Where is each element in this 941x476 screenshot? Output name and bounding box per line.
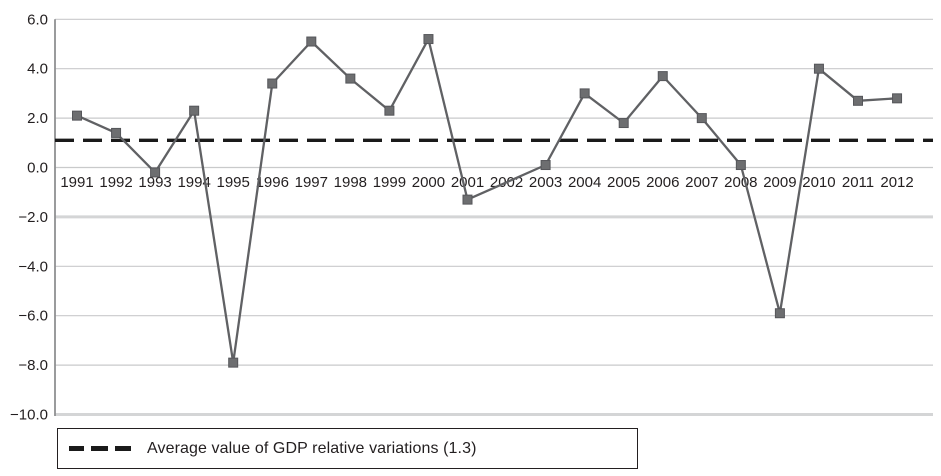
- data-point-marker: [423, 34, 434, 45]
- x-axis-year-label: 2010: [802, 174, 835, 191]
- y-axis-tick-label: −2.0: [18, 209, 48, 226]
- x-axis-year-label: 1993: [138, 174, 171, 191]
- data-point-marker: [735, 160, 746, 171]
- x-axis-year-label: 2006: [646, 174, 679, 191]
- data-point-marker: [618, 118, 629, 129]
- data-point-marker: [150, 167, 161, 178]
- x-axis-year-label: 2005: [607, 174, 640, 191]
- y-axis-tick-label: −6.0: [18, 308, 48, 325]
- x-axis-year-label: 1998: [334, 174, 367, 191]
- y-axis-tick-label: −8.0: [18, 357, 48, 374]
- x-axis-year-label: 2003: [529, 174, 562, 191]
- x-axis-year-label: 2007: [685, 174, 718, 191]
- y-axis-tick-label: 4.0: [27, 61, 48, 78]
- x-axis-year-label: 2000: [412, 174, 445, 191]
- x-axis-year-label: 2001: [451, 174, 484, 191]
- x-axis-year-label: 2012: [880, 174, 913, 191]
- x-axis-year-label: 1997: [295, 174, 328, 191]
- data-point-marker: [306, 36, 317, 47]
- dashed-line-sample-icon: [69, 446, 131, 451]
- data-point-marker: [540, 160, 551, 171]
- data-point-marker: [892, 93, 903, 104]
- y-axis-tick-label: 0.0: [27, 160, 48, 177]
- data-point-marker: [579, 88, 590, 99]
- data-point-marker: [462, 194, 473, 205]
- data-point-marker: [657, 71, 668, 82]
- legend: Average value of GDP relative variations…: [57, 428, 638, 469]
- data-point-marker: [72, 110, 82, 121]
- data-point-marker: [774, 308, 785, 319]
- data-point-marker: [111, 127, 122, 138]
- x-axis-year-label: 1994: [177, 174, 210, 191]
- x-axis-year-label: 2008: [724, 174, 757, 191]
- x-axis-year-label: 2009: [763, 174, 796, 191]
- data-point-marker: [189, 105, 200, 116]
- gdp-series-line: [75, 37, 899, 364]
- x-axis-year-label: 2011: [842, 174, 874, 191]
- legend-label: Average value of GDP relative variations…: [147, 439, 477, 457]
- x-axis-year-label: 1992: [99, 174, 132, 191]
- x-axis-year-label: 1999: [373, 174, 406, 191]
- data-point-marker: [267, 78, 278, 89]
- data-point-marker: [696, 113, 707, 124]
- y-axis-tick-label: 6.0: [27, 11, 48, 28]
- x-axis-year-label: 1996: [256, 174, 289, 191]
- data-point-marker: [813, 63, 824, 74]
- data-point-marker: [853, 95, 863, 106]
- x-axis-year-label: 2004: [568, 174, 601, 191]
- y-axis-tick-label: 2.0: [27, 110, 48, 127]
- data-point-marker: [345, 73, 356, 84]
- data-point-marker: [384, 105, 395, 116]
- y-axis-tick-label: −10.0: [10, 407, 48, 424]
- y-axis-tick-label: −4.0: [18, 258, 48, 275]
- x-axis-year-label: 1995: [217, 174, 250, 191]
- data-point-marker: [228, 357, 239, 368]
- x-axis-year-label: 1991: [60, 174, 93, 191]
